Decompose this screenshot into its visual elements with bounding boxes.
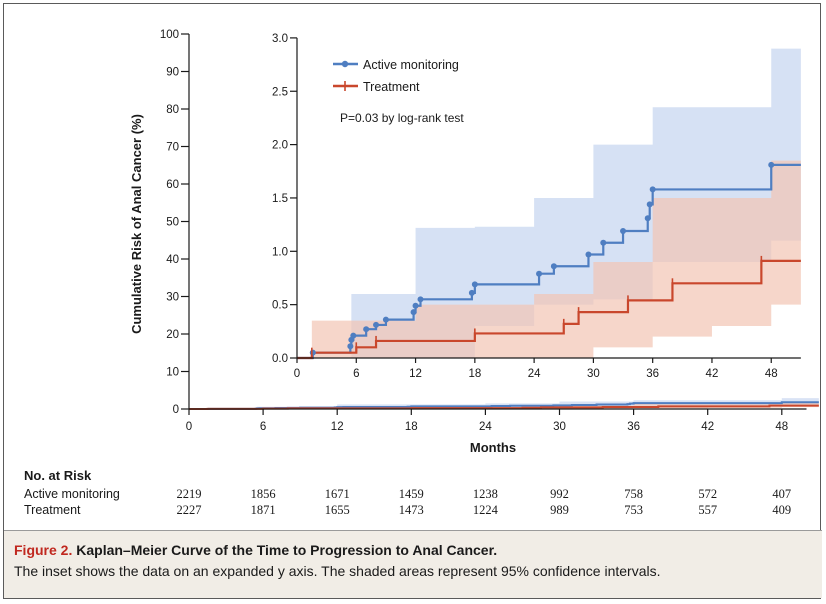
figure-frame: 0 10 20 30 40 50 60 70 80 90 100 0 6 12 18 24 30 36 42 48 0.… [3, 3, 821, 599]
main-y-tick-label: 10 [166, 367, 179, 379]
inset-y-tick-label: 3.0 [272, 33, 288, 45]
main-y-tick-label: 50 [166, 217, 179, 229]
inset-x-tick-label: 30 [587, 368, 600, 380]
inset-x-tick-label: 48 [765, 368, 778, 380]
risk-value-treatment: 557 [698, 503, 717, 517]
risk-value-active: 2219 [177, 487, 202, 501]
legend: Active monitoring Treatment P=0.03 by lo… [333, 58, 464, 125]
inset-active-marker [350, 332, 357, 339]
inset-active-marker [536, 270, 543, 277]
risk-table-heading: No. at Risk [24, 468, 92, 483]
inset-active-marker [417, 296, 424, 303]
inset-active-marker [646, 201, 653, 208]
inset-active-marker [373, 321, 380, 328]
inset-x-tick-label: 6 [353, 368, 359, 380]
main-x-tick-label: 42 [701, 421, 714, 433]
risk-value-active: 1671 [325, 487, 350, 501]
figure-title: Kaplan–Meier Curve of the Time to Progre… [76, 542, 498, 558]
legend-active-label: Active monitoring [363, 58, 459, 72]
inset-active-marker [600, 239, 607, 246]
inset-x-tick-label: 24 [528, 368, 541, 380]
risk-value-active: 572 [698, 487, 717, 501]
inset-active-marker [585, 251, 592, 258]
risk-row-active-label: Active monitoring [24, 487, 120, 501]
inset-y-tick-label: 2.0 [272, 140, 288, 152]
inset-active-marker [768, 161, 775, 168]
main-x-tick-label: 6 [260, 421, 266, 433]
caption-text: The inset shows the data on an expanded … [14, 563, 661, 579]
inset-curves [297, 161, 801, 360]
main-curves [189, 401, 819, 410]
legend-treatment-label: Treatment [363, 80, 420, 94]
inset-active-marker [644, 215, 651, 222]
inset-active-marker [347, 343, 354, 350]
risk-value-treatment: 989 [550, 503, 569, 517]
legend-active-marker [341, 60, 349, 68]
x-axis-title: Months [470, 440, 516, 455]
main-x-tick-label: 24 [479, 421, 492, 433]
figure-caption: Figure 2. Kaplan–Meier Curve of the Time… [4, 530, 822, 598]
inset-x-tick-label: 0 [294, 368, 300, 380]
inset-treatment-ci-band [297, 160, 801, 358]
risk-value-treatment: 1473 [399, 503, 424, 517]
risk-value-active: 1459 [399, 487, 424, 501]
risk-value-treatment: 1655 [325, 503, 350, 517]
main-x-tick-label: 12 [331, 421, 344, 433]
risk-value-treatment: 409 [772, 503, 791, 517]
risk-value-active: 1238 [473, 487, 498, 501]
main-y-tick-label: 60 [166, 179, 179, 191]
risk-value-treatment: 753 [624, 503, 643, 517]
main-y-tick-label: 20 [166, 329, 179, 341]
risk-value-active: 407 [772, 487, 791, 501]
inset-active-marker [468, 289, 475, 296]
main-y-tick-label: 70 [166, 142, 179, 154]
inset-active-marker [620, 228, 627, 235]
inset-x-tick-label: 42 [706, 368, 719, 380]
main-y-tick-label: 0 [173, 404, 179, 416]
inset-active-ci-band [297, 48, 801, 358]
inset-active-marker [550, 263, 557, 270]
inset-y-tick-label: 0.0 [272, 353, 288, 365]
inset-active-marker [363, 326, 370, 333]
main-x-tick-label: 36 [627, 421, 640, 433]
inset-active-marker [649, 186, 656, 193]
inset-x-tick-label: 12 [409, 368, 422, 380]
risk-value-active: 992 [550, 487, 569, 501]
y-axis-title: Cumulative Risk of Anal Cancer (%) [129, 114, 144, 334]
risk-table: No. at Risk Active monitoring Treatment … [24, 468, 791, 517]
inset-active-marker [412, 302, 419, 309]
inset-y-tick-label: 1.5 [272, 193, 288, 205]
main-y-tick-label: 90 [166, 67, 179, 79]
inset-y-tick-label: 0.5 [272, 300, 288, 312]
caption-heading: Figure 2. Kaplan–Meier Curve of the Time… [14, 540, 812, 560]
inset-x-tick-label: 36 [646, 368, 659, 380]
inset-y-tick-label: 2.5 [272, 86, 288, 98]
risk-values: 2219 1856 1671 1459 1238 992 758 572 407 2227 1871… [177, 487, 792, 517]
inset-ci-bands [297, 48, 801, 358]
inset-active-marker [471, 281, 478, 288]
main-y-tick-label: 30 [166, 292, 179, 304]
risk-value-active: 1856 [251, 487, 276, 501]
main-x-tick-label: 48 [775, 421, 788, 433]
main-x-tick-label: 30 [553, 421, 566, 433]
inset-x-tick-label: 18 [468, 368, 481, 380]
figure-label: Figure 2. [14, 542, 73, 558]
main-y-tick-label: 40 [166, 254, 179, 266]
main-y-tick-label: 80 [166, 104, 179, 116]
risk-value-treatment: 1871 [251, 503, 276, 517]
main-y-tick-label: 100 [160, 29, 179, 41]
risk-row-treatment-label: Treatment [24, 503, 81, 517]
inset-active-marker [410, 309, 417, 316]
inset-active-marker [309, 349, 316, 356]
risk-value-treatment: 1224 [473, 503, 499, 517]
inset-y-tick-label: 1.0 [272, 246, 288, 258]
risk-value-treatment: 2227 [177, 503, 202, 517]
inset-active-marker [382, 316, 389, 323]
main-x-tick-label: 0 [186, 421, 192, 433]
main-x-tick-label: 18 [405, 421, 418, 433]
risk-value-active: 758 [624, 487, 643, 501]
pvalue-annotation: P=0.03 by log-rank test [340, 111, 464, 125]
